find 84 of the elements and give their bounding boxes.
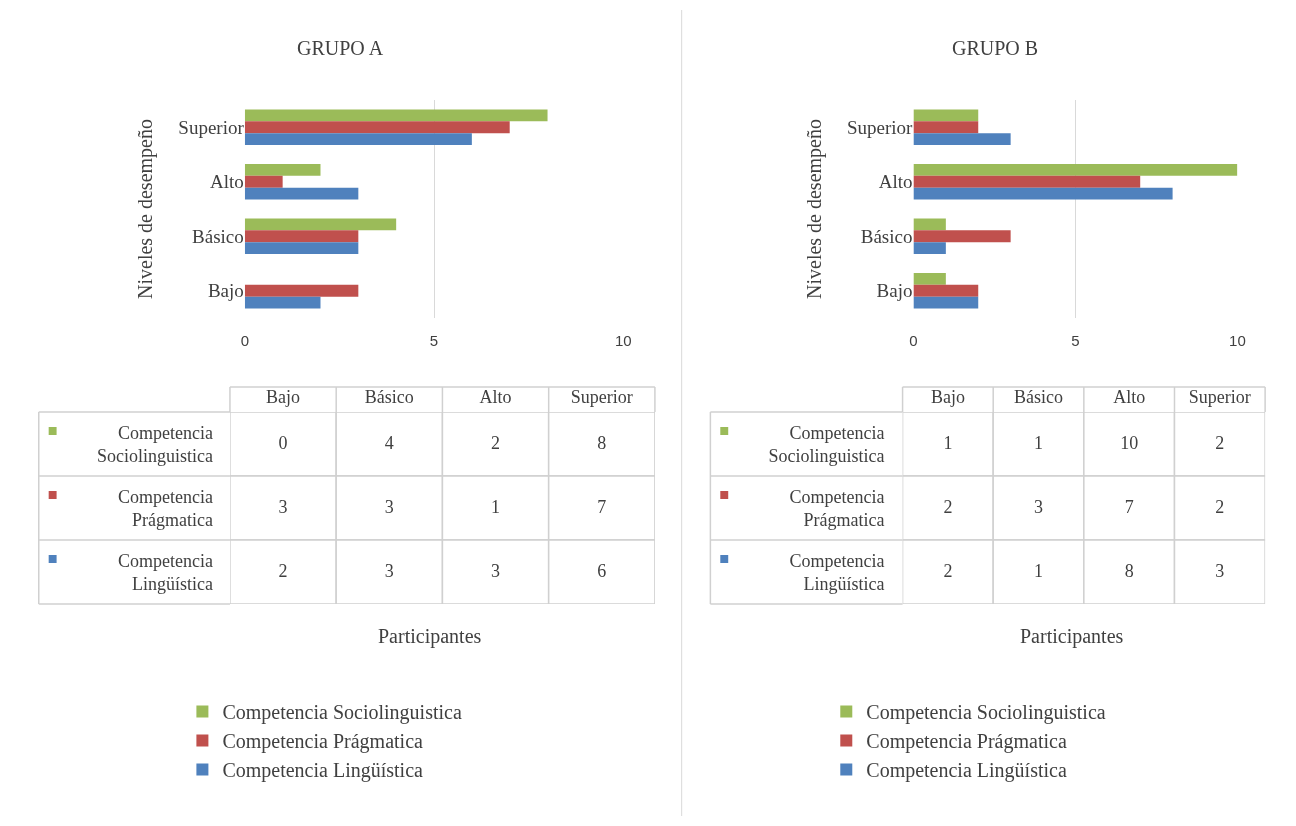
y-tick-label: Competencia Prágmatica <box>117 486 213 530</box>
data-label: 3 <box>278 496 288 517</box>
x-tick-label: 5 <box>429 332 439 349</box>
bar <box>913 109 979 122</box>
y-tick-label: Alto <box>210 171 244 193</box>
data-label: 8 <box>597 432 607 453</box>
data-label: 3 <box>491 560 501 581</box>
bar <box>244 218 397 231</box>
x-tick-label: 0 <box>240 332 249 349</box>
chart-title: GRUPO B <box>952 37 1039 59</box>
bar <box>244 284 359 297</box>
y-tick-label: Alto <box>878 171 913 193</box>
bar <box>244 109 548 122</box>
x-tick-label: 5 <box>1071 332 1080 349</box>
x-tick-label: Bajo <box>930 387 965 408</box>
x-tick-label: Superior <box>1188 387 1251 408</box>
bar <box>244 242 359 254</box>
data-label: 3 <box>1034 496 1044 517</box>
x-tick-label: Básico <box>364 387 414 408</box>
bar <box>913 164 1238 176</box>
legend-label: Competencia Lingüística <box>222 759 424 783</box>
x-tick-label: Superior <box>570 387 633 408</box>
data-label: 0 <box>278 432 288 453</box>
data-label: 7 <box>1124 496 1134 517</box>
x-tick-label: Alto <box>1113 387 1146 408</box>
y-tick-label: Bajo <box>207 280 244 302</box>
bar <box>913 187 1173 200</box>
x-axis-title: Participantes <box>1020 625 1124 648</box>
data-label: 3 <box>1215 560 1225 581</box>
x-tick-label: Alto <box>479 387 512 408</box>
x-tick-label: 10 <box>1229 332 1246 349</box>
data-label: 6 <box>597 560 607 581</box>
bar <box>913 175 1141 188</box>
data-label: 1 <box>491 496 501 517</box>
y-tick-label: Competencia Lingüística <box>789 550 885 594</box>
data-label: 2 <box>1215 496 1225 517</box>
bar <box>913 121 979 134</box>
data-label: 10 <box>1120 432 1139 453</box>
data-label: 7 <box>597 496 607 517</box>
data-label: 2 <box>1215 432 1225 453</box>
bar <box>244 187 359 200</box>
data-label: 3 <box>384 496 394 517</box>
data-label: 4 <box>384 432 394 453</box>
bar <box>913 242 946 254</box>
legend-label: Competencia Sociolinguistica <box>222 701 462 725</box>
chart-title: GRUPO A <box>297 37 384 59</box>
y-tick-label: Superior <box>178 116 245 138</box>
bar <box>913 273 946 285</box>
data-label: 2 <box>278 560 288 581</box>
data-label: 3 <box>384 560 394 581</box>
bar <box>913 296 979 309</box>
x-tick-label: 10 <box>614 332 632 349</box>
data-label: 2 <box>943 496 953 517</box>
data-label: 2 <box>491 432 501 453</box>
data-label: 1 <box>1034 432 1044 453</box>
bar <box>244 175 283 188</box>
y-tick-label: Competencia Lingüística <box>117 550 213 594</box>
y-tick-label: Básico <box>860 225 913 247</box>
y-tick-label: Competencia Prágmatica <box>789 486 885 530</box>
x-tick-label: Básico <box>1014 387 1064 408</box>
bar <box>244 230 359 243</box>
data-label: 8 <box>1124 560 1134 581</box>
data-label: 2 <box>943 560 953 581</box>
y-tick-label: Competencia Sociolinguistica <box>96 422 213 466</box>
bar <box>244 133 472 145</box>
y-axis-title: Niveles de desempeño <box>802 119 826 299</box>
y-tick-label: Bajo <box>876 280 913 302</box>
x-tick-label: 0 <box>909 332 918 349</box>
legend-label: Competencia Prágmatica <box>222 730 423 754</box>
x-axis-title: Participantes <box>378 625 482 648</box>
x-tick-label: Bajo <box>266 387 301 408</box>
bar <box>913 133 1011 145</box>
bar <box>913 230 1011 243</box>
bar <box>244 296 321 309</box>
bar <box>244 121 510 134</box>
y-tick-label: Competencia Sociolinguistica <box>768 422 885 466</box>
y-tick-label: Básico <box>192 225 244 247</box>
bar <box>244 164 321 176</box>
bar <box>913 284 979 297</box>
y-axis-title: Niveles de desempeño <box>133 119 157 299</box>
data-label: 1 <box>943 432 953 453</box>
y-tick-label: Superior <box>847 116 914 138</box>
bar <box>913 218 946 231</box>
data-label: 1 <box>1034 560 1044 581</box>
